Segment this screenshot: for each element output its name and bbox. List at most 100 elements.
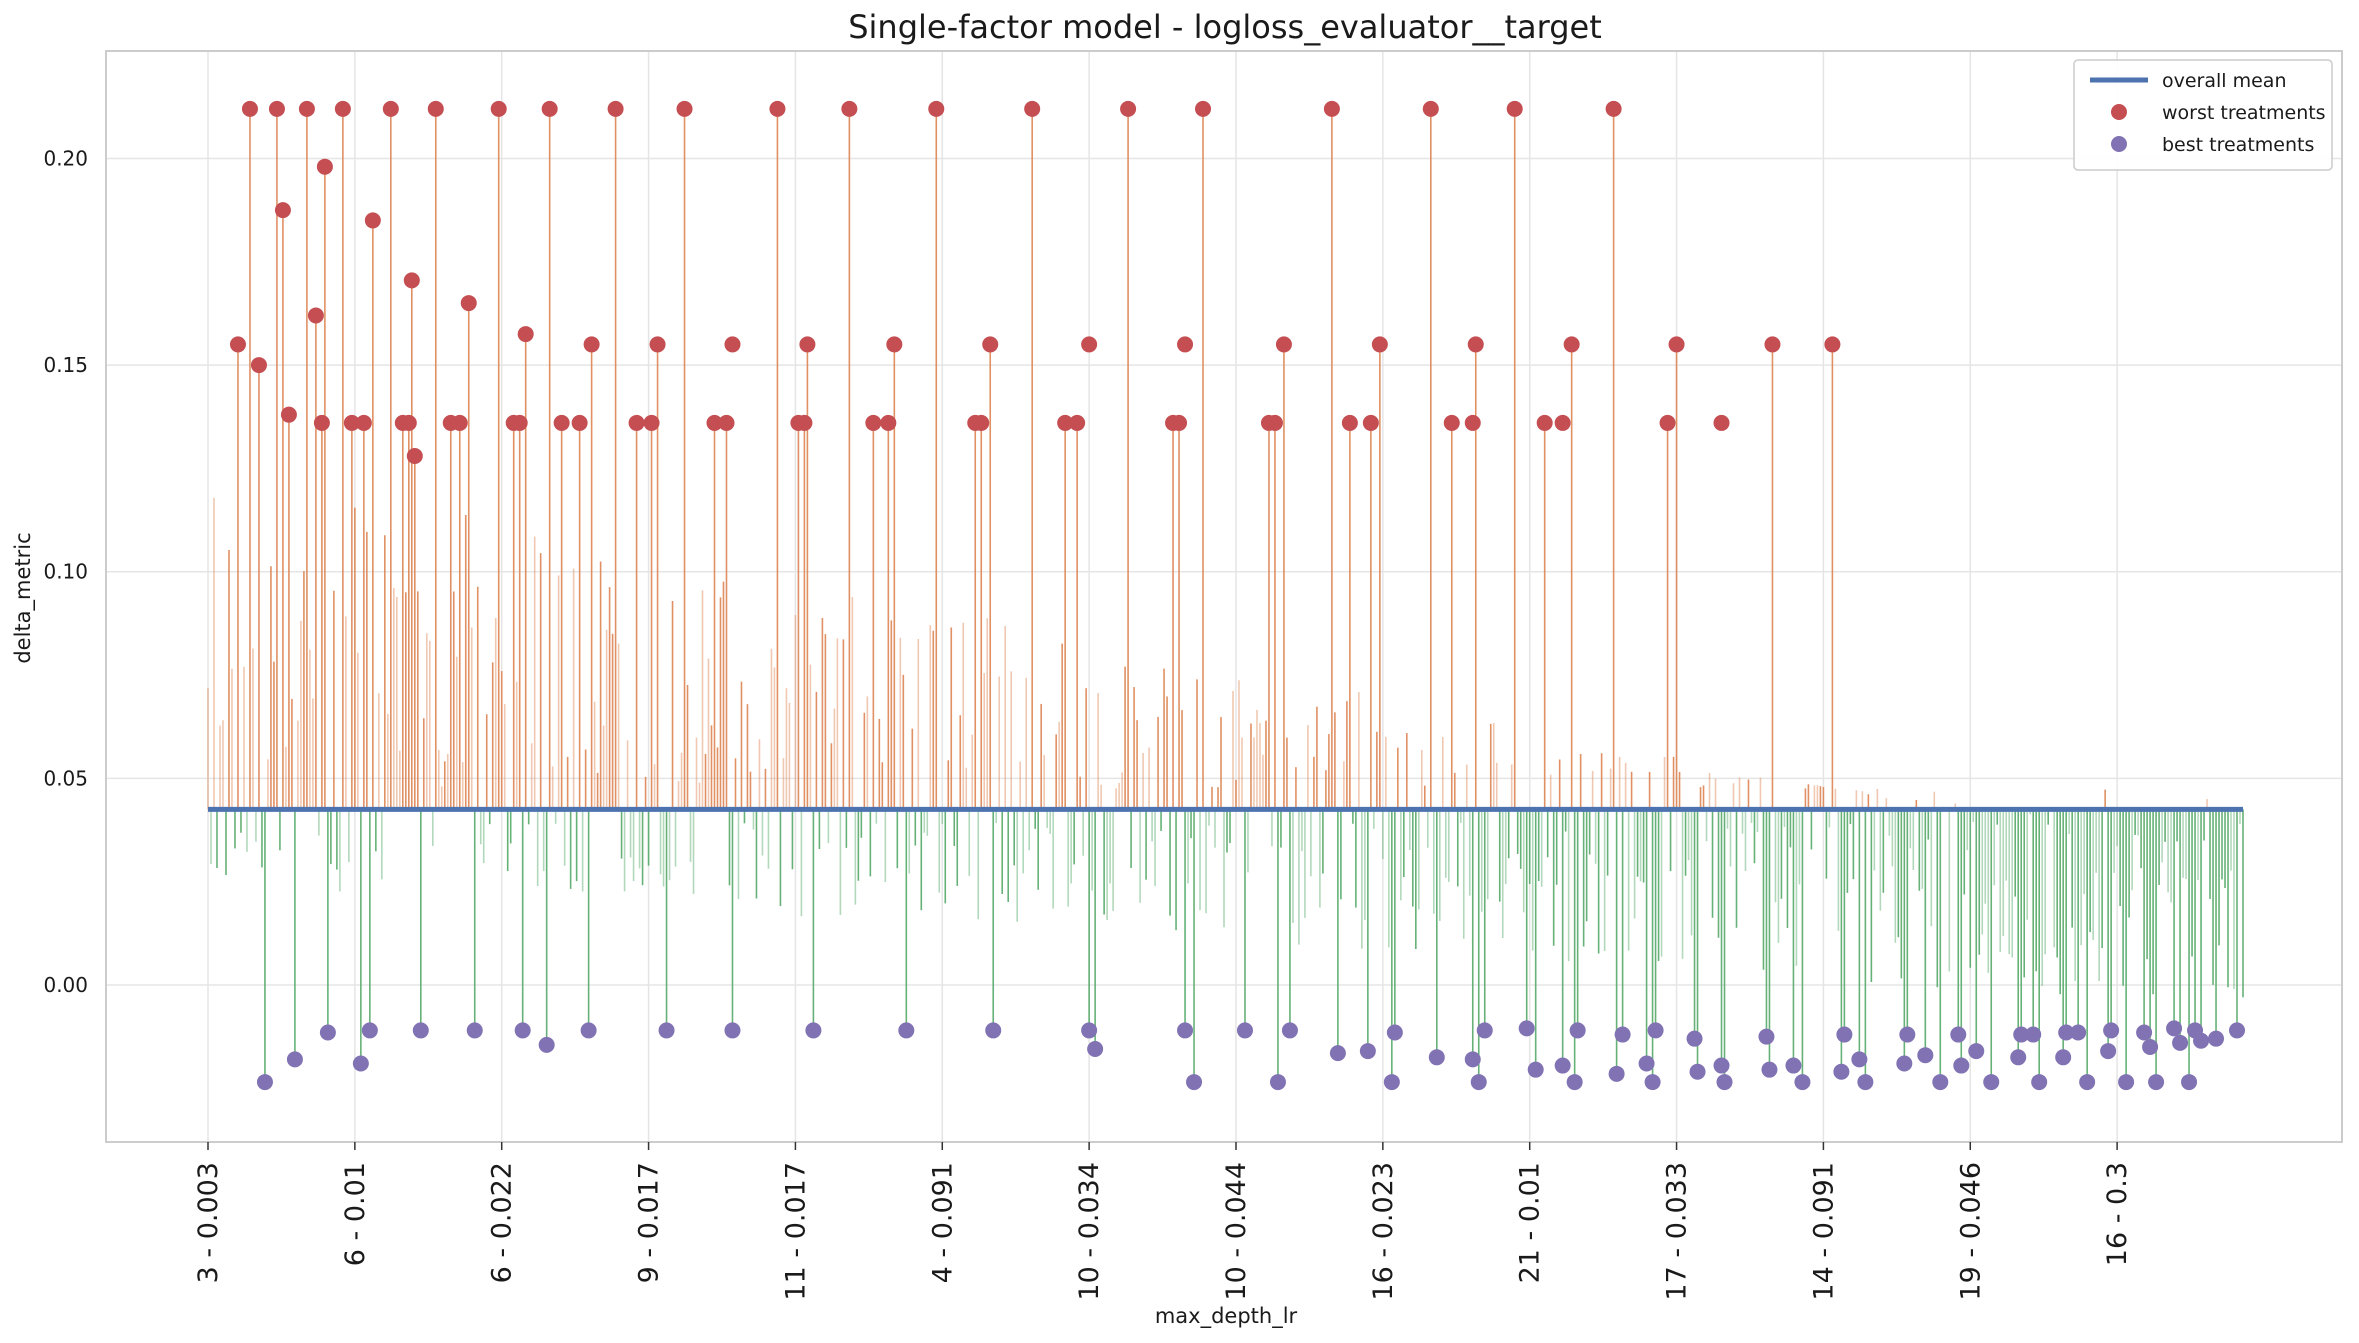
worst-treatment-point bbox=[841, 100, 858, 117]
best-treatment-point bbox=[1689, 1063, 1706, 1080]
best-treatment-point bbox=[1428, 1049, 1445, 1066]
legend-box bbox=[2073, 59, 2333, 171]
x-tick-label: 3 - 0.003 bbox=[193, 1162, 224, 1283]
best-treatment-point bbox=[658, 1022, 675, 1039]
best-treatment-point bbox=[1614, 1026, 1631, 1043]
best-treatment-point bbox=[898, 1022, 915, 1039]
worst-treatment-point bbox=[1467, 336, 1484, 353]
worst-treatment-point bbox=[607, 100, 624, 117]
worst-treatment-point bbox=[1668, 336, 1685, 353]
x-tick-label: 16 - 0.3 bbox=[2102, 1162, 2133, 1266]
best-treatment-point bbox=[805, 1022, 822, 1039]
best-treatment-point bbox=[319, 1024, 336, 1041]
best-treatment-point bbox=[1518, 1020, 1535, 1037]
x-tick-label: 10 - 0.034 bbox=[1074, 1162, 1105, 1301]
best-treatment-point bbox=[1236, 1022, 1253, 1039]
best-treatment-point bbox=[1983, 1074, 2000, 1091]
worst-treatment-point bbox=[1536, 414, 1553, 431]
plot-frame bbox=[105, 50, 2343, 1143]
best-treatment-point bbox=[256, 1074, 273, 1091]
best-treatment-point bbox=[2118, 1074, 2135, 1091]
x-tick-label: 17 - 0.033 bbox=[1662, 1162, 1693, 1301]
legend-worst-swatch bbox=[2111, 104, 2127, 120]
worst-treatment-point bbox=[274, 202, 291, 219]
best-treatment-point bbox=[1177, 1022, 1194, 1039]
worst-treatment-point bbox=[280, 406, 297, 423]
best-treatment-point bbox=[1087, 1041, 1104, 1058]
x-tick-label: 6 - 0.01 bbox=[340, 1162, 371, 1266]
worst-treatment-point bbox=[1177, 336, 1194, 353]
best-treatment-point bbox=[2229, 1022, 2246, 1039]
best-treatment-point bbox=[985, 1022, 1002, 1039]
best-treatment-point bbox=[1476, 1022, 1493, 1039]
worst-treatment-point bbox=[628, 414, 645, 431]
best-treatment-point bbox=[514, 1022, 531, 1039]
worst-treatment-point bbox=[1713, 414, 1730, 431]
worst-treatment-point bbox=[511, 414, 528, 431]
best-treatment-point bbox=[1281, 1022, 1298, 1039]
best-treatment-point bbox=[1785, 1057, 1802, 1074]
worst-treatment-point bbox=[643, 414, 660, 431]
legend-best-swatch bbox=[2111, 136, 2127, 152]
best-treatment-point bbox=[2100, 1043, 2117, 1060]
worst-treatment-point bbox=[364, 212, 381, 229]
best-treatment-point bbox=[2172, 1034, 2189, 1051]
worst-treatment-point bbox=[880, 414, 897, 431]
best-treatment-point bbox=[1566, 1074, 1583, 1091]
best-treatment-point bbox=[1899, 1026, 1916, 1043]
best-treatment-point bbox=[361, 1022, 378, 1039]
best-treatment-point bbox=[1081, 1022, 1098, 1039]
worst-treatment-point bbox=[1764, 336, 1781, 353]
best-treatment-point bbox=[580, 1022, 597, 1039]
best-treatment-point bbox=[2193, 1032, 2210, 1049]
worst-treatment-point bbox=[1563, 336, 1580, 353]
worst-treatment-point bbox=[334, 100, 351, 117]
worst-treatment-point bbox=[1464, 414, 1481, 431]
x-tick-label: 4 - 0.091 bbox=[927, 1162, 958, 1283]
worst-treatment-point bbox=[973, 414, 990, 431]
best-treatment-point bbox=[1359, 1043, 1376, 1060]
best-treatment-point bbox=[1527, 1061, 1544, 1078]
best-treatment-point bbox=[1833, 1063, 1850, 1080]
legend-worst-label: worst treatments bbox=[2162, 102, 2326, 124]
worst-treatment-point bbox=[460, 295, 477, 312]
x-axis-ticks: 3 - 0.003 6 - 0.01 6 - 0.022 9 - 0.017 11 - … bbox=[193, 1142, 2133, 1301]
best-treatment-point bbox=[1953, 1057, 1970, 1074]
y-tick-label: 0.15 bbox=[43, 353, 88, 377]
best-treatment-point bbox=[2142, 1038, 2159, 1055]
worst-treatment-point bbox=[355, 414, 372, 431]
worst-treatment-point bbox=[706, 414, 723, 431]
best-treatment-point bbox=[1950, 1026, 1967, 1043]
x-tick-label: 16 - 0.023 bbox=[1368, 1162, 1399, 1301]
worst-treatment-point bbox=[490, 100, 507, 117]
best-treatment-point bbox=[1932, 1074, 1949, 1091]
best-treatment-point bbox=[2103, 1022, 2120, 1039]
worst-treatment-point bbox=[886, 336, 903, 353]
worst-treatment-point bbox=[316, 158, 333, 175]
best-treatment-point bbox=[1713, 1057, 1730, 1074]
worst-treatment-point bbox=[400, 414, 417, 431]
best-treatment-point bbox=[2079, 1074, 2096, 1091]
worst-treatment-point bbox=[799, 336, 816, 353]
worst-treatment-point bbox=[1275, 336, 1292, 353]
best-treatment-point bbox=[1917, 1047, 1934, 1064]
worst-treatment-point bbox=[343, 414, 360, 431]
best-treatment-point bbox=[1716, 1074, 1733, 1091]
best-treatment-point bbox=[1794, 1074, 1811, 1091]
worst-treatment-point bbox=[250, 357, 267, 374]
best-treatment-point bbox=[1647, 1022, 1664, 1039]
worst-treatment-point bbox=[982, 336, 999, 353]
best-treatment-point bbox=[466, 1022, 483, 1039]
worst-treatment-point bbox=[298, 100, 315, 117]
best-treatment-point bbox=[1686, 1030, 1703, 1047]
best-treatment-point bbox=[2031, 1074, 2048, 1091]
best-treatment-point bbox=[724, 1022, 741, 1039]
best-treatment-point bbox=[1836, 1026, 1853, 1043]
worst-treatment-point bbox=[406, 447, 423, 464]
best-treatment-point bbox=[1896, 1055, 1913, 1072]
worst-treatment-point bbox=[928, 100, 945, 117]
plot-area bbox=[106, 51, 2342, 1142]
worst-treatment-point bbox=[1171, 414, 1188, 431]
